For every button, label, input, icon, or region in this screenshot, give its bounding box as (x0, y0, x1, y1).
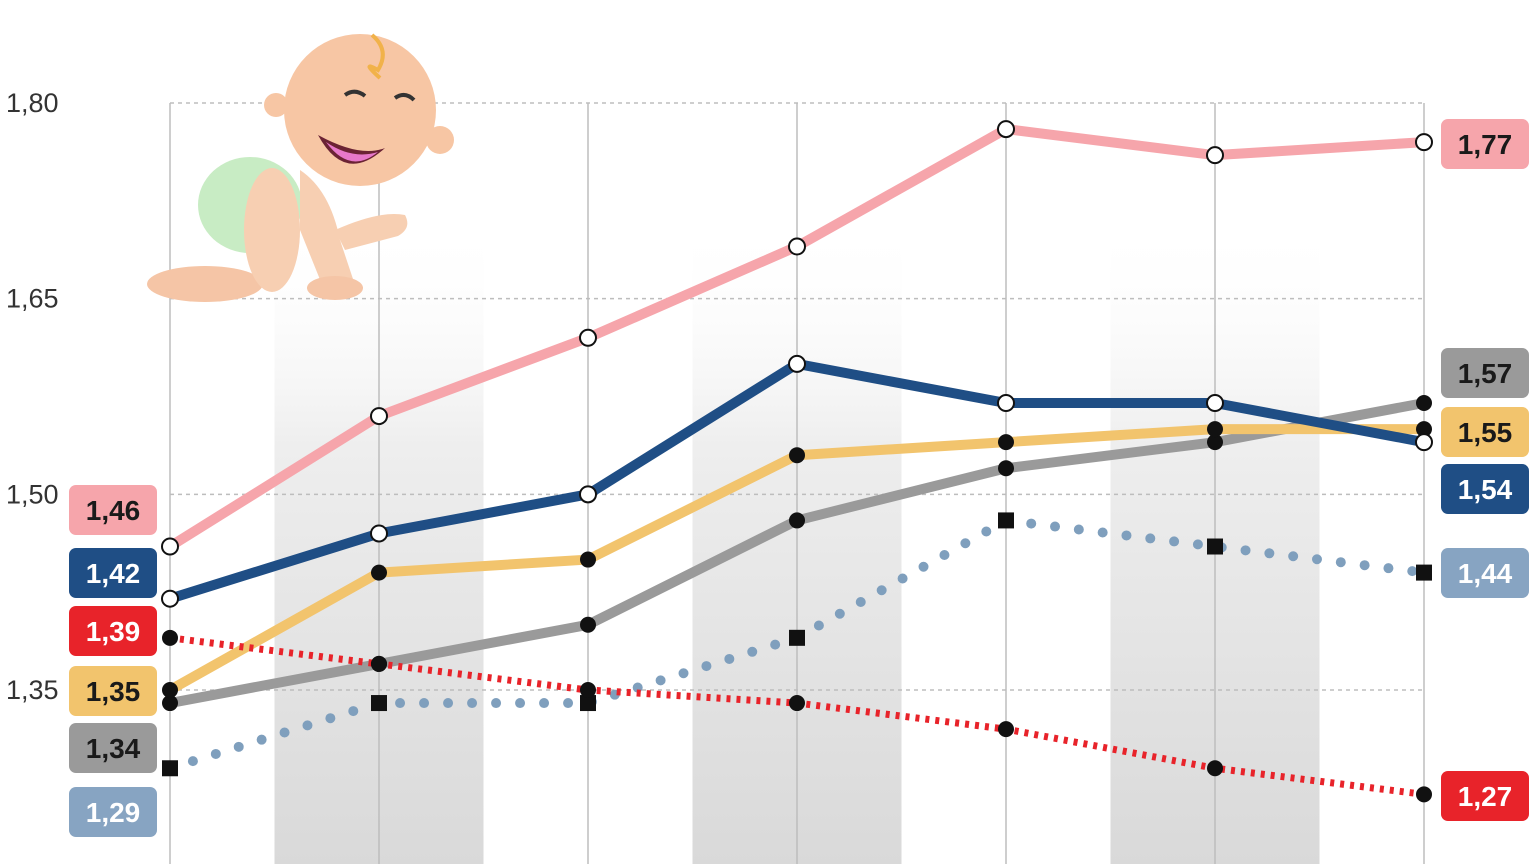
start-label-lightblue-bg (69, 787, 157, 837)
data-point-red (580, 682, 596, 698)
end-label-navy: 1,54 (1458, 474, 1513, 505)
data-point-yellow (998, 434, 1014, 451)
end-label-gray-bg (1441, 348, 1529, 398)
end-label-gray: 1,57 (1458, 358, 1513, 389)
data-point-gray (1207, 434, 1223, 451)
value-badges: 1,46 1,77 1,42 1,54 1,35 1,55 1,34 1,57 1,29 1,44… (69, 119, 1529, 837)
data-point-red (1207, 760, 1223, 777)
data-point-navy (161, 589, 179, 608)
data-point-gray (162, 695, 178, 712)
start-label-pink-bg (69, 485, 157, 535)
end-label-yellow-bg (1441, 407, 1529, 457)
start-label-navy-bg (69, 548, 157, 598)
data-point-gray (789, 512, 805, 529)
data-point-navy (370, 524, 388, 543)
data-point-red (789, 695, 805, 712)
end-label-red-bg (1441, 771, 1529, 821)
y-tick-label: 1,80 (6, 88, 59, 118)
data-point-navy (1206, 394, 1224, 413)
data-point-navy (997, 394, 1015, 413)
data-point-red (371, 655, 387, 672)
data-point-yellow (1207, 421, 1223, 438)
baby-illustration (147, 33, 454, 302)
y-tick-label: 1,35 (6, 675, 59, 705)
data-point-pink (1415, 133, 1433, 152)
y-tick-label: 1,50 (6, 479, 59, 509)
data-point-pink (1206, 146, 1224, 165)
start-label-navy: 1,42 (86, 558, 141, 589)
data-point-red (1416, 786, 1432, 803)
data-point-lightblue (1207, 538, 1223, 555)
data-point-red (998, 721, 1014, 738)
data-point-navy (579, 485, 597, 504)
data-point-yellow (580, 551, 596, 568)
end-label-pink-bg (1441, 119, 1529, 169)
data-point-yellow (371, 564, 387, 581)
start-label-yellow: 1,35 (86, 676, 141, 707)
data-point-lightblue (371, 695, 387, 712)
data-point-navy (788, 354, 806, 373)
y-axis-ticks: 1,80 1,65 1,50 1,35 (6, 88, 59, 705)
start-label-pink: 1,46 (86, 495, 141, 526)
data-point-pink (370, 407, 388, 426)
start-label-lightblue: 1,29 (86, 797, 141, 828)
data-point-lightblue (789, 629, 805, 646)
data-point-lightblue (1416, 564, 1432, 581)
series-markers (161, 120, 1433, 803)
data-point-navy (1415, 433, 1433, 452)
end-label-lightblue-bg (1441, 548, 1529, 598)
data-point-pink (579, 328, 597, 347)
end-label-lightblue: 1,44 (1458, 558, 1513, 589)
start-label-red-bg (69, 606, 157, 656)
start-label-gray-bg (69, 723, 157, 773)
end-label-red: 1,27 (1458, 781, 1513, 812)
data-point-yellow (789, 447, 805, 464)
data-point-pink (788, 237, 806, 256)
data-point-red (162, 629, 178, 646)
data-point-gray (1416, 395, 1432, 412)
data-point-lightblue (998, 512, 1014, 529)
data-point-gray (998, 460, 1014, 477)
data-point-lightblue (162, 760, 178, 777)
start-label-gray: 1,34 (86, 733, 141, 764)
data-point-pink (161, 537, 179, 556)
data-point-gray (580, 616, 596, 633)
end-label-yellow: 1,55 (1458, 417, 1513, 448)
y-tick-label: 1,65 (6, 284, 59, 314)
data-point-yellow (1416, 421, 1432, 438)
start-label-red: 1,39 (86, 616, 141, 647)
start-label-yellow-bg (69, 666, 157, 716)
data-point-yellow (162, 682, 178, 698)
data-point-lightblue (580, 695, 596, 712)
end-label-navy-bg (1441, 464, 1529, 514)
end-label-pink: 1,77 (1458, 129, 1513, 160)
data-point-pink (997, 120, 1015, 139)
